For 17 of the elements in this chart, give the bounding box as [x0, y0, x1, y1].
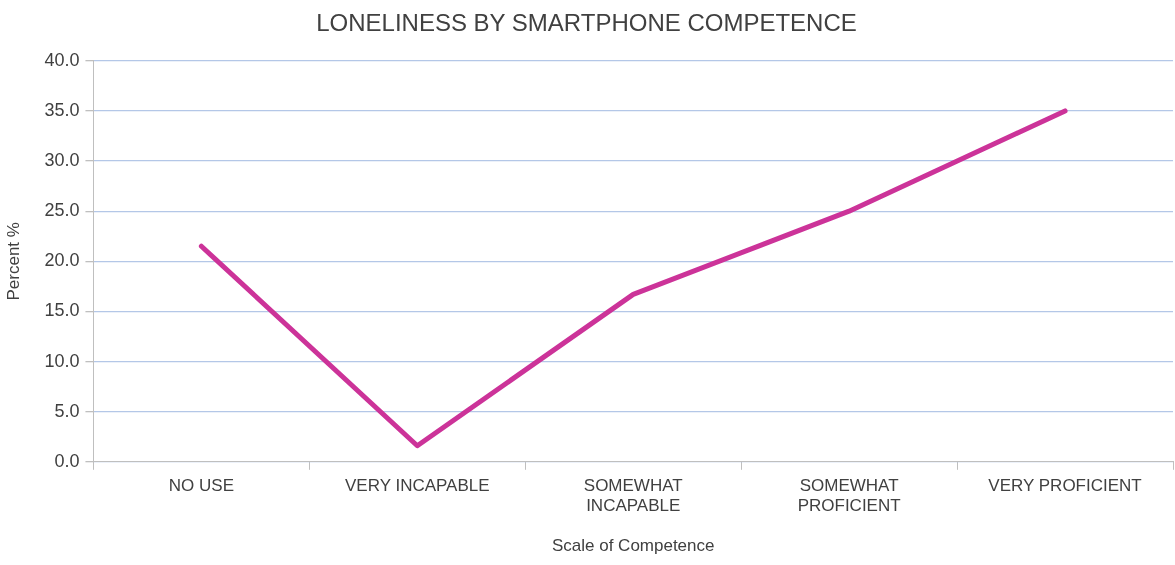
- y-tick-label: 15.0: [44, 300, 80, 321]
- chart-title: LONELINESS BY SMARTPHONE COMPETENCE: [316, 9, 857, 37]
- x-tick-label: VERY PROFICIENT: [988, 475, 1142, 495]
- y-tick-label: 10.0: [44, 350, 80, 371]
- x-axis-title: Scale of Competence: [551, 536, 715, 556]
- y-axis-title: Percent %: [3, 222, 23, 301]
- y-tick-label: 35.0: [44, 99, 80, 120]
- y-tick-label: 0.0: [54, 450, 80, 471]
- y-tick-label: 20.0: [44, 250, 80, 271]
- x-tick-label: SOMEWHAT PROFICIENT: [797, 475, 901, 516]
- y-tick-label: 25.0: [44, 200, 80, 221]
- y-tick-label: 30.0: [44, 150, 80, 171]
- y-tick-label: 40.0: [44, 49, 80, 70]
- x-tick-label: VERY INCAPABLE: [345, 475, 490, 495]
- y-tick-label: 5.0: [54, 400, 80, 421]
- x-tick-label: SOMEWHAT INCAPABLE: [583, 475, 683, 516]
- x-tick-label: NO USE: [168, 475, 234, 495]
